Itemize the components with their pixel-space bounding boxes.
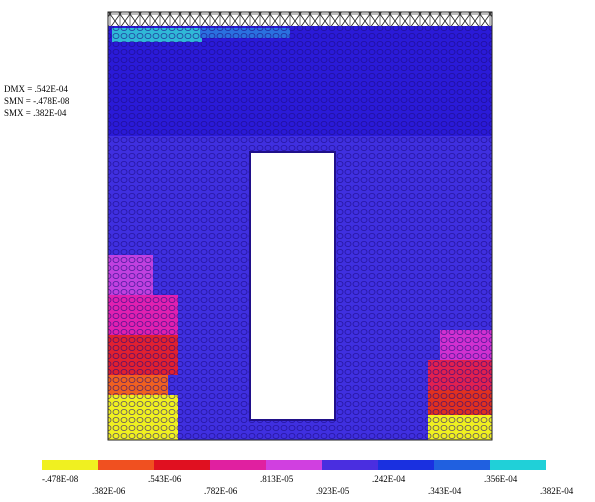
legend-label: -.478E-08 — [42, 474, 79, 484]
legend-swatch — [42, 460, 98, 470]
legend-label: .343E-04 — [428, 486, 462, 496]
model — [107, 11, 493, 441]
legend-label: .782E-06 — [204, 486, 238, 496]
legend-label: .382E-04 — [540, 486, 574, 496]
legend-label: .382E-06 — [92, 486, 126, 496]
legend-label: .923E-05 — [316, 486, 350, 496]
model-outline — [107, 11, 493, 441]
legend-swatch — [154, 460, 210, 470]
legend-label: .242E-04 — [372, 474, 406, 484]
legend-swatch — [434, 460, 490, 470]
legend-label: .813E-05 — [260, 474, 294, 484]
opening — [249, 151, 336, 421]
legend-labels: -.478E-08 .382E-06 .543E-06 .782E-06 .813E-0… — [42, 474, 574, 496]
stat-smx: SMX = .382E-04 — [4, 108, 67, 118]
legend-label: .543E-06 — [148, 474, 182, 484]
stat-smn: SMN = -.478E-08 — [4, 96, 70, 106]
legend-swatch — [98, 460, 154, 470]
legend-swatch — [210, 460, 266, 470]
legend-swatch — [490, 460, 546, 470]
legend-label: .356E-04 — [484, 474, 518, 484]
legend-bar — [42, 460, 546, 470]
stat-dmx: DMX = .542E-04 — [4, 84, 68, 94]
legend-swatch — [322, 460, 378, 470]
top-support — [108, 12, 492, 26]
legend-swatch — [378, 460, 434, 470]
legend-swatch — [266, 460, 322, 470]
